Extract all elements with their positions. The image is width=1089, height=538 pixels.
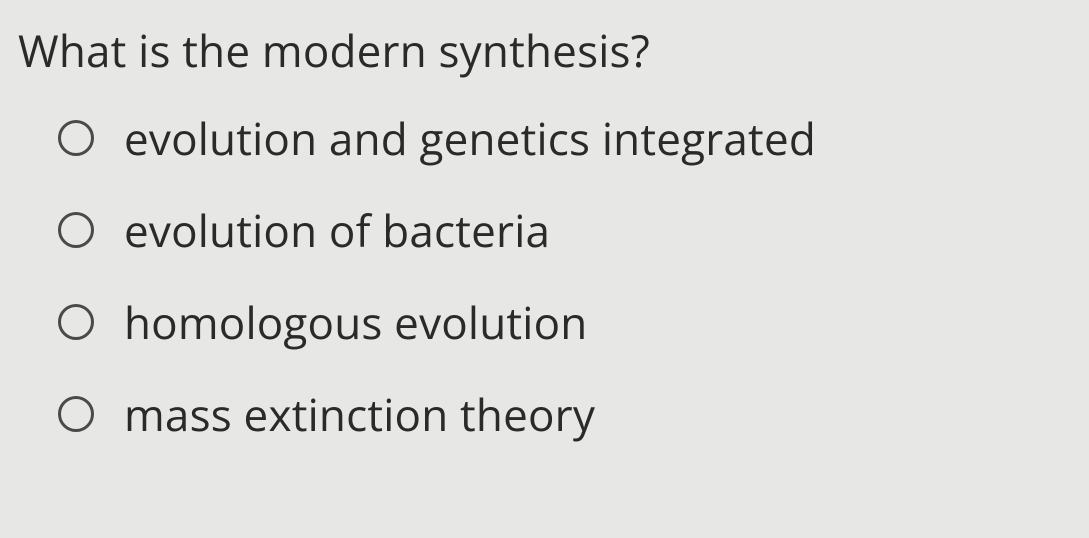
question-text: What is the modern synthesis? bbox=[18, 20, 1079, 80]
option-label: evolution of bacteria bbox=[124, 200, 550, 260]
option-row[interactable]: evolution of bacteria bbox=[58, 200, 1079, 260]
option-row[interactable]: homologous evolution bbox=[58, 292, 1079, 352]
option-label: evolution and genetics integrated bbox=[124, 108, 816, 168]
option-row[interactable]: mass extinction theory bbox=[58, 384, 1079, 444]
radio-icon[interactable] bbox=[58, 304, 94, 340]
radio-icon[interactable] bbox=[58, 212, 94, 248]
options-list: evolution and genetics integrated evolut… bbox=[18, 108, 1079, 444]
option-label: mass extinction theory bbox=[124, 384, 595, 444]
radio-icon[interactable] bbox=[58, 120, 94, 156]
quiz-question-block: What is the modern synthesis? evolution … bbox=[0, 0, 1089, 486]
radio-icon[interactable] bbox=[58, 396, 94, 432]
option-row[interactable]: evolution and genetics integrated bbox=[58, 108, 1079, 168]
option-label: homologous evolution bbox=[124, 292, 587, 352]
